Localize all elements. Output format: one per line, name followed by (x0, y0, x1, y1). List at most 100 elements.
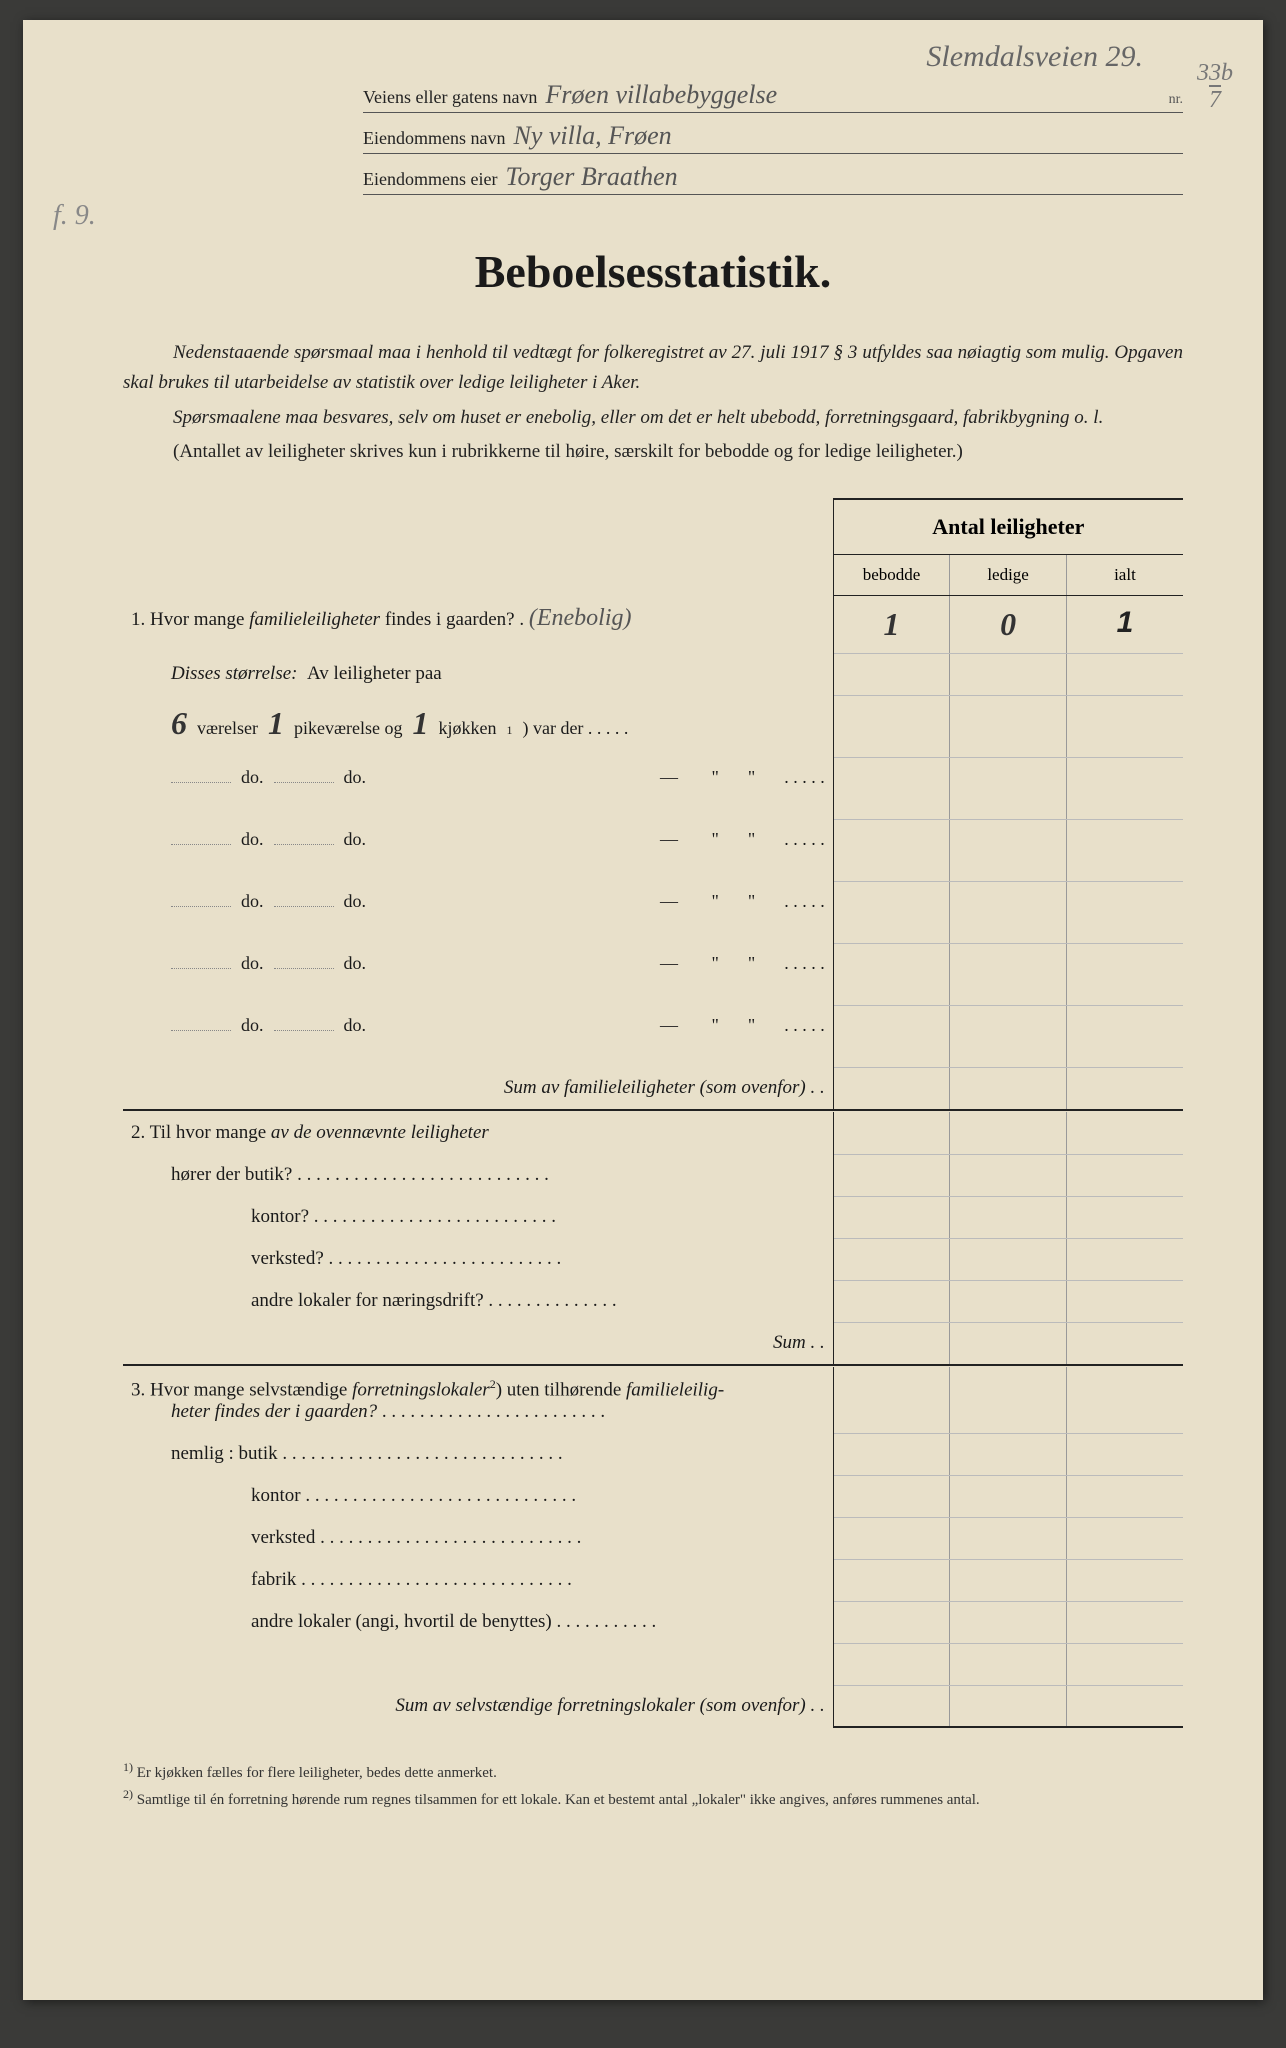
header-value-1: Frøen villabebyggelse (545, 80, 1168, 110)
footnotes: 1) Er kjøkken fælles for flere leilighet… (123, 1758, 1183, 1811)
q1-row1-k: 1 (412, 705, 428, 742)
document-page: f. 9. Slemdalsveien 29. 33b 7 Veiens ell… (23, 20, 1263, 2000)
q2-kontor-text: kontor? . . . . . . . . . . . . . . . . … (131, 1206, 825, 1228)
col-bebodde-header: bebodde (833, 554, 950, 595)
dash: — (660, 767, 678, 788)
q3-fabrik-text: fabrik . . . . . . . . . . . . . . . . .… (131, 1569, 825, 1591)
q1-num: 1. (131, 609, 145, 630)
q2-butik: hører der butik? . . . . . . . . . . . .… (123, 1154, 1183, 1196)
do: do. (344, 767, 367, 788)
quote: " (711, 829, 718, 850)
table-header: Antal leiligheter (833, 499, 1183, 555)
q2-horer: hører der butik? . . . . . . . . . . . .… (131, 1164, 825, 1186)
dots: . . . . . (784, 1015, 825, 1036)
header-label-1: Veiens eller gatens navn (363, 87, 537, 108)
q3-fabrik: fabrik . . . . . . . . . . . . . . . . .… (123, 1559, 1183, 1601)
q2-andre-text: andre lokaler for næringsdrift? . . . . … (131, 1290, 825, 1312)
intro-paragraphs: Nedenstaaende spørsmaal maa i henhold ti… (123, 338, 1183, 468)
footnote-2-num: 2) (123, 1787, 133, 1801)
table-subheader-row: bebodde ledige ialt (123, 554, 1183, 595)
do: do. (344, 829, 367, 850)
q3-verksted-text: verksted . . . . . . . . . . . . . . . .… (131, 1527, 825, 1549)
side-bottom: 7 (1209, 87, 1221, 113)
q2-kontor: kontor? . . . . . . . . . . . . . . . . … (123, 1196, 1183, 1238)
do: do. (241, 1015, 264, 1036)
q2-andre: andre lokaler for næringsdrift? . . . . … (123, 1280, 1183, 1322)
dots: . . . . . (784, 767, 825, 788)
header-value-2: Ny villa, Frøen (513, 121, 1183, 151)
q3-andre: andre lokaler (angi, hvortil de benyttes… (123, 1601, 1183, 1643)
q2-row: 2. Til hvor mange av de ovennævnte leili… (123, 1112, 1183, 1154)
col-ledige-header: ledige (950, 554, 1067, 595)
q2-em: av de ovennævnte leiligheter (271, 1122, 489, 1143)
main-table: Antal leiligheter bebodde ledige ialt 1.… (123, 498, 1183, 1729)
q3-text: Hvor mange selvstændige (150, 1379, 352, 1400)
dots: . . . . . (784, 953, 825, 974)
q2-sum: Sum . . (773, 1332, 825, 1353)
dots: . . . . . (784, 829, 825, 850)
footnote-2: Samtlige til én forretning hørende rum r… (137, 1792, 980, 1808)
q1-em: familieleiligheter (249, 609, 380, 630)
quote: " (748, 1015, 755, 1036)
q1-text2: findes i gaarden? . (380, 609, 529, 630)
q1-row1-p: 1 (268, 705, 284, 742)
q3-sum-row: Sum av selvstændige forretningslokaler (… (123, 1685, 1183, 1727)
header-line-3: Eiendommens eier Torger Braathen (363, 162, 1183, 195)
do: do. (241, 829, 264, 850)
dash: — (660, 1015, 678, 1036)
col-ialt-header: ialt (1066, 554, 1183, 595)
q1-ialt: 1 (1117, 606, 1134, 639)
page-title: Beboelsesstatistik. (123, 245, 1183, 298)
quote: " (711, 767, 718, 788)
q1-sup1: 1 (506, 723, 512, 738)
do: do. (344, 891, 367, 912)
q3-text2: ) uten tilhørende (496, 1379, 626, 1400)
q3-em: forretningslokaler (352, 1379, 490, 1400)
table-header-row: Antal leiligheter (123, 499, 1183, 555)
q2-num: 2. (131, 1122, 145, 1143)
do: do. (344, 1015, 367, 1036)
side-annotation: 33b 7 (1197, 60, 1233, 114)
header-nr: nr. (1169, 92, 1183, 108)
quote: " (748, 891, 755, 912)
header-section: Slemdalsveien 29. 33b 7 Veiens eller gat… (363, 80, 1183, 195)
q1-pike: pikeværelse og (294, 718, 402, 739)
q3-nemlig: nemlig : butik . . . . . . . . . . . . .… (123, 1433, 1183, 1475)
header-line-1: Veiens eller gatens navn Frøen villabeby… (363, 80, 1183, 113)
q3-blank (123, 1643, 1183, 1685)
intro-p2: Spørsmaalene maa besvares, selv om huset… (173, 407, 1103, 428)
q1-row: 1. Hvor mange familieleiligheter findes … (123, 595, 1183, 653)
q1-kjokken: kjøkken (438, 718, 496, 739)
q1-disses: Disses størrelse: (171, 663, 298, 684)
q2-sum-row: Sum . . (123, 1322, 1183, 1365)
q1-handwriting: (Enebolig) (529, 605, 632, 631)
header-label-2: Eiendommens navn (363, 128, 505, 149)
intro-p3: (Antallet av leiligheter skrives kun i r… (123, 437, 1183, 467)
do: do. (241, 953, 264, 974)
q1-row1-v: 6 (171, 705, 187, 742)
q3-sum-after: (som ovenfor) . . (695, 1695, 825, 1716)
q2-text: Til hvor mange (150, 1122, 271, 1143)
quote: " (748, 829, 755, 850)
q1-size-row-4: do.do.— " " . . . . . (123, 881, 1183, 943)
q1-disses-row: Disses størrelse: Av leiligheter paa (123, 653, 1183, 695)
q1-sum: Sum av familieleiligheter (504, 1077, 695, 1098)
quote: " (748, 953, 755, 974)
q3-em2: familieleilig- (626, 1379, 724, 1400)
q3-kontor-text: kontor . . . . . . . . . . . . . . . . .… (131, 1485, 825, 1507)
q3-num: 3. (131, 1379, 145, 1400)
q1-size-row-1: 6 værelser 1 pikeværelse og 1 kjøkken1) … (123, 695, 1183, 757)
q1-av: Av leiligheter paa (307, 663, 442, 684)
dots: . . . . . (784, 891, 825, 912)
q3-text3: heter findes der i gaarden? (171, 1401, 377, 1422)
do: do. (241, 891, 264, 912)
q1-bebodde: 1 (884, 606, 900, 642)
q3-dots: . . . . . . . . . . . . . . . . . . . . … (377, 1401, 605, 1422)
q3-verksted: verksted . . . . . . . . . . . . . . . .… (123, 1517, 1183, 1559)
footnote-1: Er kjøkken fælles for flere leiligheter,… (137, 1765, 497, 1781)
q1-size-row-6: do.do.— " " . . . . . (123, 1005, 1183, 1067)
q2-verksted: verksted? . . . . . . . . . . . . . . . … (123, 1238, 1183, 1280)
q3-andre-text: andre lokaler (angi, hvortil de benyttes… (131, 1611, 825, 1633)
q3-sum: Sum av selvstændige forretningslokaler (395, 1695, 695, 1716)
do: do. (344, 953, 367, 974)
